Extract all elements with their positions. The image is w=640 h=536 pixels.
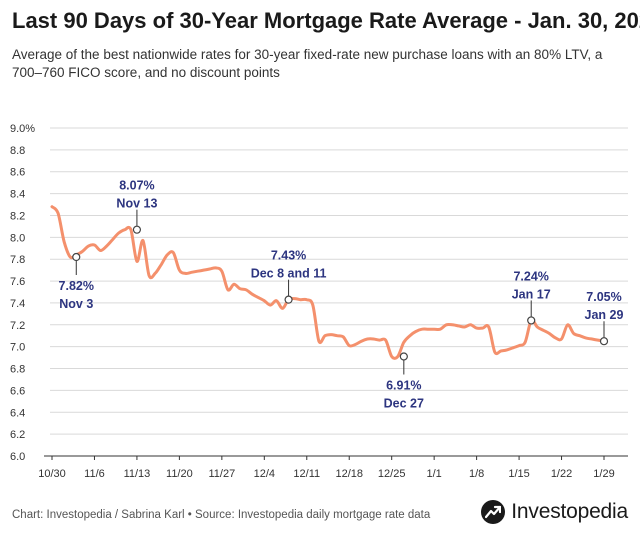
x-tick-label: 12/18 <box>335 468 363 480</box>
x-tick-label: 11/27 <box>208 468 235 480</box>
annotation-marker <box>132 225 142 234</box>
annotation-value-label: 7.24% <box>513 269 548 283</box>
y-tick-label: 8.4 <box>10 189 25 201</box>
y-tick-label: 7.8 <box>10 254 25 266</box>
annotation-marker <box>527 316 536 325</box>
investopedia-logo: Investopedia <box>481 500 628 524</box>
chart-subtitle: Average of the best nationwide rates for… <box>12 47 603 80</box>
annotation-marker <box>72 252 81 262</box>
mortgage-rate-line <box>50 205 606 360</box>
y-tick-label: 6.6 <box>10 385 25 397</box>
y-tick-label: 7.4 <box>10 298 25 310</box>
annotation-date-label: Jan 29 <box>585 308 624 322</box>
annotation-date-label: Dec 27 <box>384 397 424 411</box>
annotation-date-label: Dec 8 and 11 <box>251 267 327 281</box>
x-tick-label: 11/6 <box>84 468 105 480</box>
annotation-marker <box>599 337 609 346</box>
annotation-value-label: 7.82% <box>59 279 94 293</box>
series-line-group <box>50 205 606 360</box>
x-tick-label: 12/11 <box>293 468 320 480</box>
annotation-value-label: 6.91% <box>386 379 421 393</box>
brand-name: Investopedia <box>511 500 628 523</box>
x-tick-label: 11/20 <box>166 468 193 480</box>
annotation-marker <box>399 352 408 361</box>
x-tick-label: 1/8 <box>469 468 484 480</box>
y-axis-ticks: 9.0% 8.8 8.6 8.4 8.2 8.0 7.8 7.6 7.4 7.2 7.0 6.8 6.6… <box>10 123 35 463</box>
y-tick-label: 6.0 <box>10 451 25 463</box>
annotation-value-label: 8.07% <box>119 179 154 193</box>
x-tick-label: 12/25 <box>378 468 406 480</box>
x-tick-label: 12/4 <box>254 468 275 480</box>
x-tick-label: 1/1 <box>427 468 442 480</box>
x-tick-label: 1/29 <box>593 468 614 480</box>
x-axis-ticks: 10/30 11/6 11/13 11/20 11/27 12/4 12/11 12/18 12… <box>38 455 628 480</box>
y-tick-label: 6.8 <box>10 364 25 376</box>
y-tick-label: 7.0 <box>10 342 25 354</box>
y-tick-label: 6.4 <box>10 407 25 419</box>
x-tick-label: 10/30 <box>38 468 66 480</box>
y-tick-label: 8.6 <box>10 167 25 179</box>
x-tick-label: 11/13 <box>124 468 151 480</box>
x-tick-label: 1/15 <box>508 468 529 480</box>
y-tick-label: 7.6 <box>10 276 25 288</box>
annotation-marker <box>284 295 293 304</box>
annotations: 7.82% Nov 3 8.07% Nov 13 7.43% Dec 8 and 11 6.… <box>59 179 624 411</box>
y-tick-label: 9.0% <box>10 123 35 135</box>
x-tick-label: 1/22 <box>551 468 572 480</box>
annotation-value-label: 7.43% <box>271 249 306 263</box>
investopedia-logo-icon <box>481 500 506 524</box>
chart-source-footer: Chart: Investopedia / Sabrina Karl • Sou… <box>12 509 431 521</box>
y-tick-label: 8.0 <box>10 232 25 244</box>
y-tick-label: 8.2 <box>10 210 25 222</box>
annotation-date-label: Jan 17 <box>512 287 551 301</box>
chart-title: Last 90 Days of 30-Year Mortgage Rate Av… <box>12 8 640 33</box>
y-tick-label: 8.8 <box>10 145 25 157</box>
annotation-date-label: Nov 3 <box>59 297 93 311</box>
y-tick-label: 7.2 <box>10 320 25 332</box>
annotation-value-label: 7.05% <box>586 290 621 304</box>
y-tick-label: 6.2 <box>10 429 25 441</box>
annotation-date-label: Nov 13 <box>116 197 157 211</box>
